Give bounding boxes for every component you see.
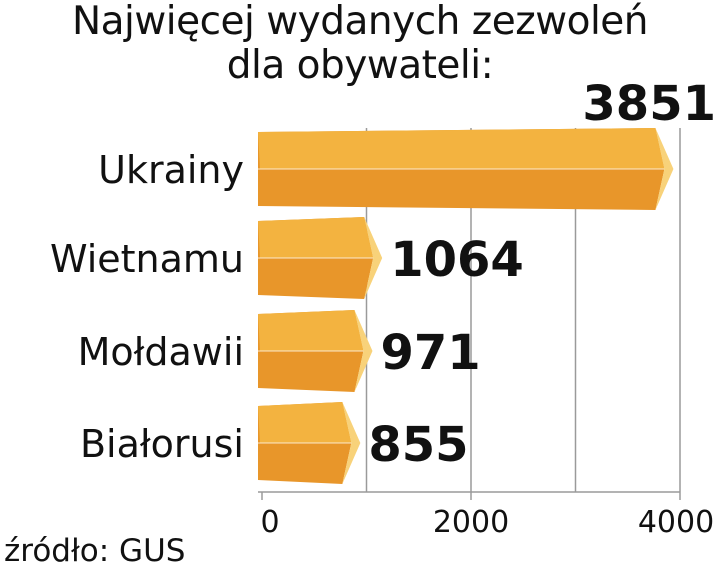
bar-top-face <box>258 310 364 351</box>
bar-top-face <box>258 128 665 169</box>
data-label: 971 <box>380 325 480 381</box>
x-tick-label: 4000 <box>638 505 714 540</box>
title-line-2: dla obywateli: <box>226 43 494 88</box>
data-label: 855 <box>368 417 468 473</box>
data-label: 1064 <box>390 232 524 288</box>
source-note: źródło: GUS <box>4 533 186 569</box>
data-label: 3851 <box>582 76 716 132</box>
category-label: Białorusi <box>80 422 244 466</box>
bar-top-face <box>258 217 374 258</box>
x-tick-label: 2000 <box>433 505 509 540</box>
x-tick-label: 0 <box>260 505 279 540</box>
category-label: Mołdawii <box>78 330 244 374</box>
bar-top-face <box>258 402 352 443</box>
chart-title: Najwięcej wydanych zezwoleń dla obywatel… <box>0 0 720 88</box>
category-label: Wietnamu <box>50 237 244 281</box>
category-label: Ukrainy <box>98 148 244 192</box>
title-line-1: Najwięcej wydanych zezwoleń <box>71 0 649 44</box>
